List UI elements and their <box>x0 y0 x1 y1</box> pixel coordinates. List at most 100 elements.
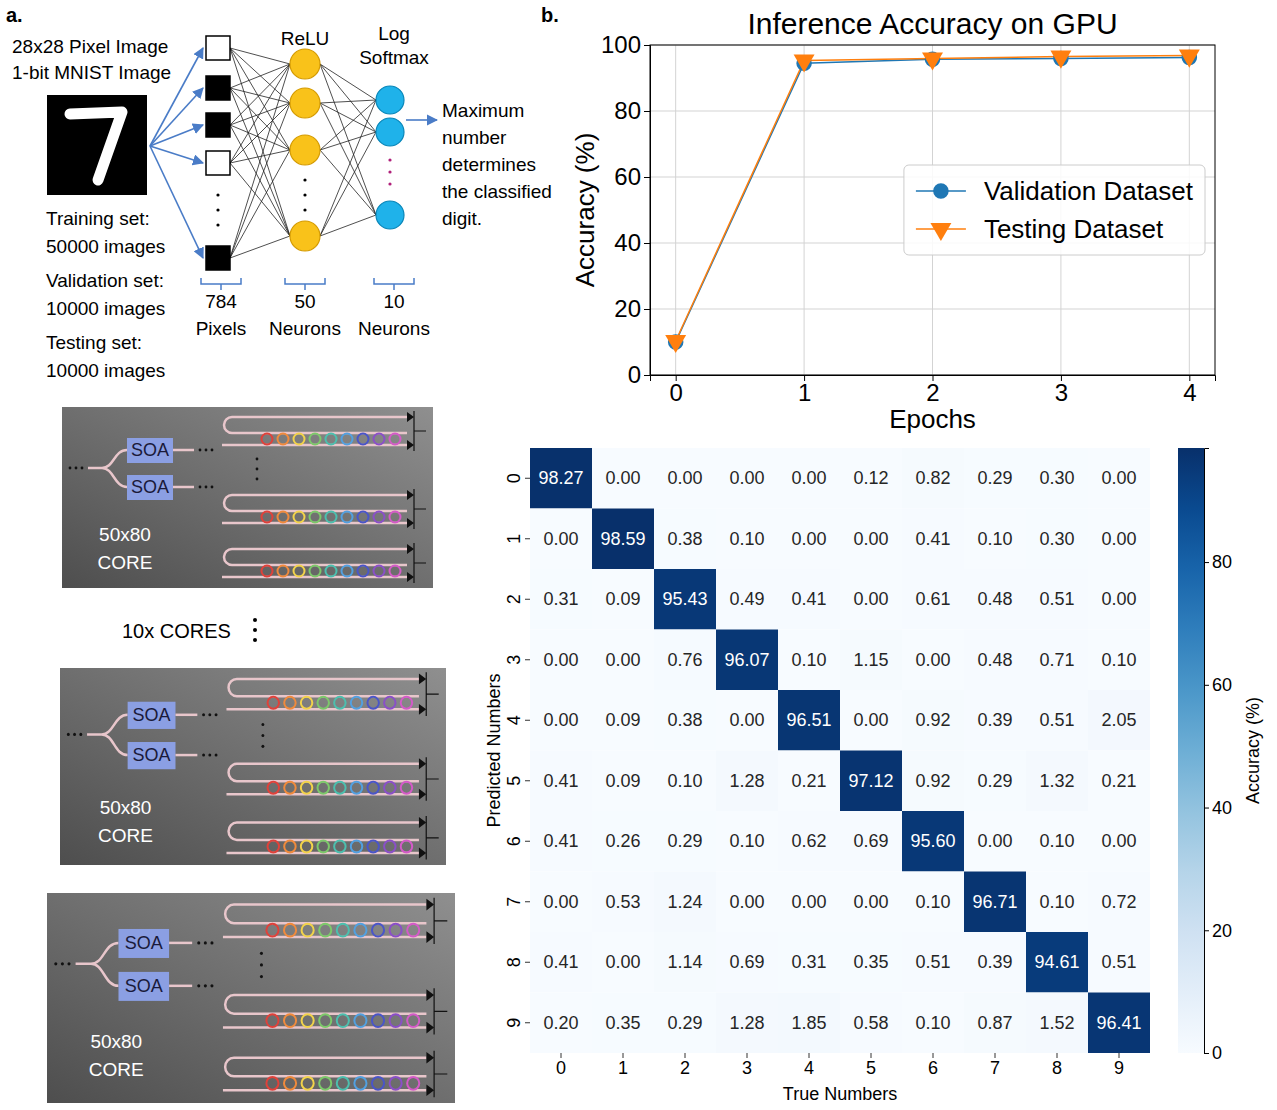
connection <box>230 125 290 150</box>
ellipsis-dot <box>61 962 64 965</box>
digit-image <box>47 95 147 195</box>
cell <box>716 993 778 1054</box>
cell <box>964 690 1026 751</box>
ellipsis-dot <box>210 984 213 987</box>
cell <box>840 993 902 1054</box>
cell <box>1026 690 1088 751</box>
ring <box>401 782 412 794</box>
connection <box>230 103 290 163</box>
tick-label: 20 <box>1212 921 1232 941</box>
panel-a: 28x28 Pixel Image1-bit MNIST ImageTraini… <box>12 23 552 1103</box>
legend-item: Testing Dataset <box>916 214 1164 244</box>
layer-size: Pixels <box>196 318 247 339</box>
cell <box>1088 630 1150 691</box>
tick: 0 <box>628 361 650 388</box>
ring <box>354 924 366 937</box>
cell-label: 0.62 <box>791 831 826 851</box>
cell <box>592 569 654 630</box>
tick-label: 3 <box>504 655 524 665</box>
soa-label: SOA <box>131 440 169 460</box>
connection <box>320 100 376 103</box>
waveguide <box>224 549 407 565</box>
layer-size: Neurons <box>358 318 430 339</box>
ring <box>384 841 395 853</box>
cell <box>778 448 840 509</box>
cell-label: 0.61 <box>915 589 950 609</box>
output-note: determines <box>442 154 536 175</box>
ring <box>367 841 378 853</box>
ring <box>334 841 345 853</box>
cell <box>902 751 964 812</box>
tick: 40 <box>614 229 650 256</box>
connection <box>230 236 290 258</box>
ring <box>337 924 349 937</box>
cell-label: 1.28 <box>729 1013 764 1033</box>
cell-label: 1.15 <box>853 650 888 670</box>
input-title: 28x28 Pixel Image <box>12 36 168 57</box>
soa <box>127 438 173 463</box>
ring <box>302 1014 314 1027</box>
cell <box>530 569 592 630</box>
ring <box>301 782 312 794</box>
connection <box>230 163 290 236</box>
ring <box>342 566 353 577</box>
waveguide <box>229 764 419 781</box>
cell <box>592 993 654 1054</box>
cell-label: 0.09 <box>605 771 640 791</box>
cell-label: 0.31 <box>543 589 578 609</box>
cell <box>778 509 840 570</box>
ring <box>351 697 362 709</box>
cell <box>840 448 902 509</box>
x-axis: 0123456789 <box>556 1053 1124 1078</box>
cell-label: 0.21 <box>791 771 826 791</box>
cell-label: 1.14 <box>667 952 702 972</box>
cell <box>964 811 1026 872</box>
waveguide <box>434 1051 447 1097</box>
ring <box>326 566 337 577</box>
ring <box>372 1014 384 1027</box>
cell <box>1026 872 1088 933</box>
grid-line <box>675 45 676 375</box>
tick-mark <box>525 720 530 721</box>
tick-mark <box>525 962 530 963</box>
tick: 2 <box>926 375 939 406</box>
y-axis-title: Accuracy (%) <box>570 133 600 288</box>
waveguide <box>225 905 426 924</box>
cell-label: 0.39 <box>977 952 1012 972</box>
ellipsis-dot <box>67 962 70 965</box>
chip-shapes <box>69 411 426 583</box>
ring <box>294 434 305 445</box>
cell-label: 95.43 <box>662 589 707 609</box>
tick: 0 <box>670 375 683 406</box>
cell-label: 0.30 <box>1039 529 1074 549</box>
layer-activation: ReLU <box>281 28 330 49</box>
cell <box>592 751 654 812</box>
ellipsis-dot <box>208 754 211 757</box>
tick-label: 5 <box>866 1058 876 1078</box>
tick: 6 <box>928 1053 938 1078</box>
cell <box>1088 448 1150 509</box>
ring <box>358 434 369 445</box>
connection <box>320 150 376 215</box>
core-label: 50x80 <box>99 524 151 545</box>
ellipsis-dot <box>216 193 219 196</box>
plot-frame <box>650 45 1215 375</box>
cell-label: 0.51 <box>1101 952 1136 972</box>
grid-line <box>650 309 1215 310</box>
tick: 60 <box>1204 675 1232 695</box>
cell-label: 98.27 <box>538 468 583 488</box>
cell-label: 1.85 <box>791 1013 826 1033</box>
tick-label: 1 <box>504 534 524 544</box>
waveguide <box>173 486 194 489</box>
waveguide <box>225 995 426 1014</box>
cell-label: 1.32 <box>1039 771 1074 791</box>
tick: 8 <box>1052 1053 1062 1078</box>
ellipsis-dot <box>79 733 82 736</box>
grid-line <box>650 111 1215 112</box>
detector <box>407 490 414 528</box>
tick: 4 <box>804 1053 814 1078</box>
tick-label: 9 <box>504 1018 524 1028</box>
ring <box>367 697 378 709</box>
tick: 8 <box>504 957 530 967</box>
detector <box>407 544 414 582</box>
